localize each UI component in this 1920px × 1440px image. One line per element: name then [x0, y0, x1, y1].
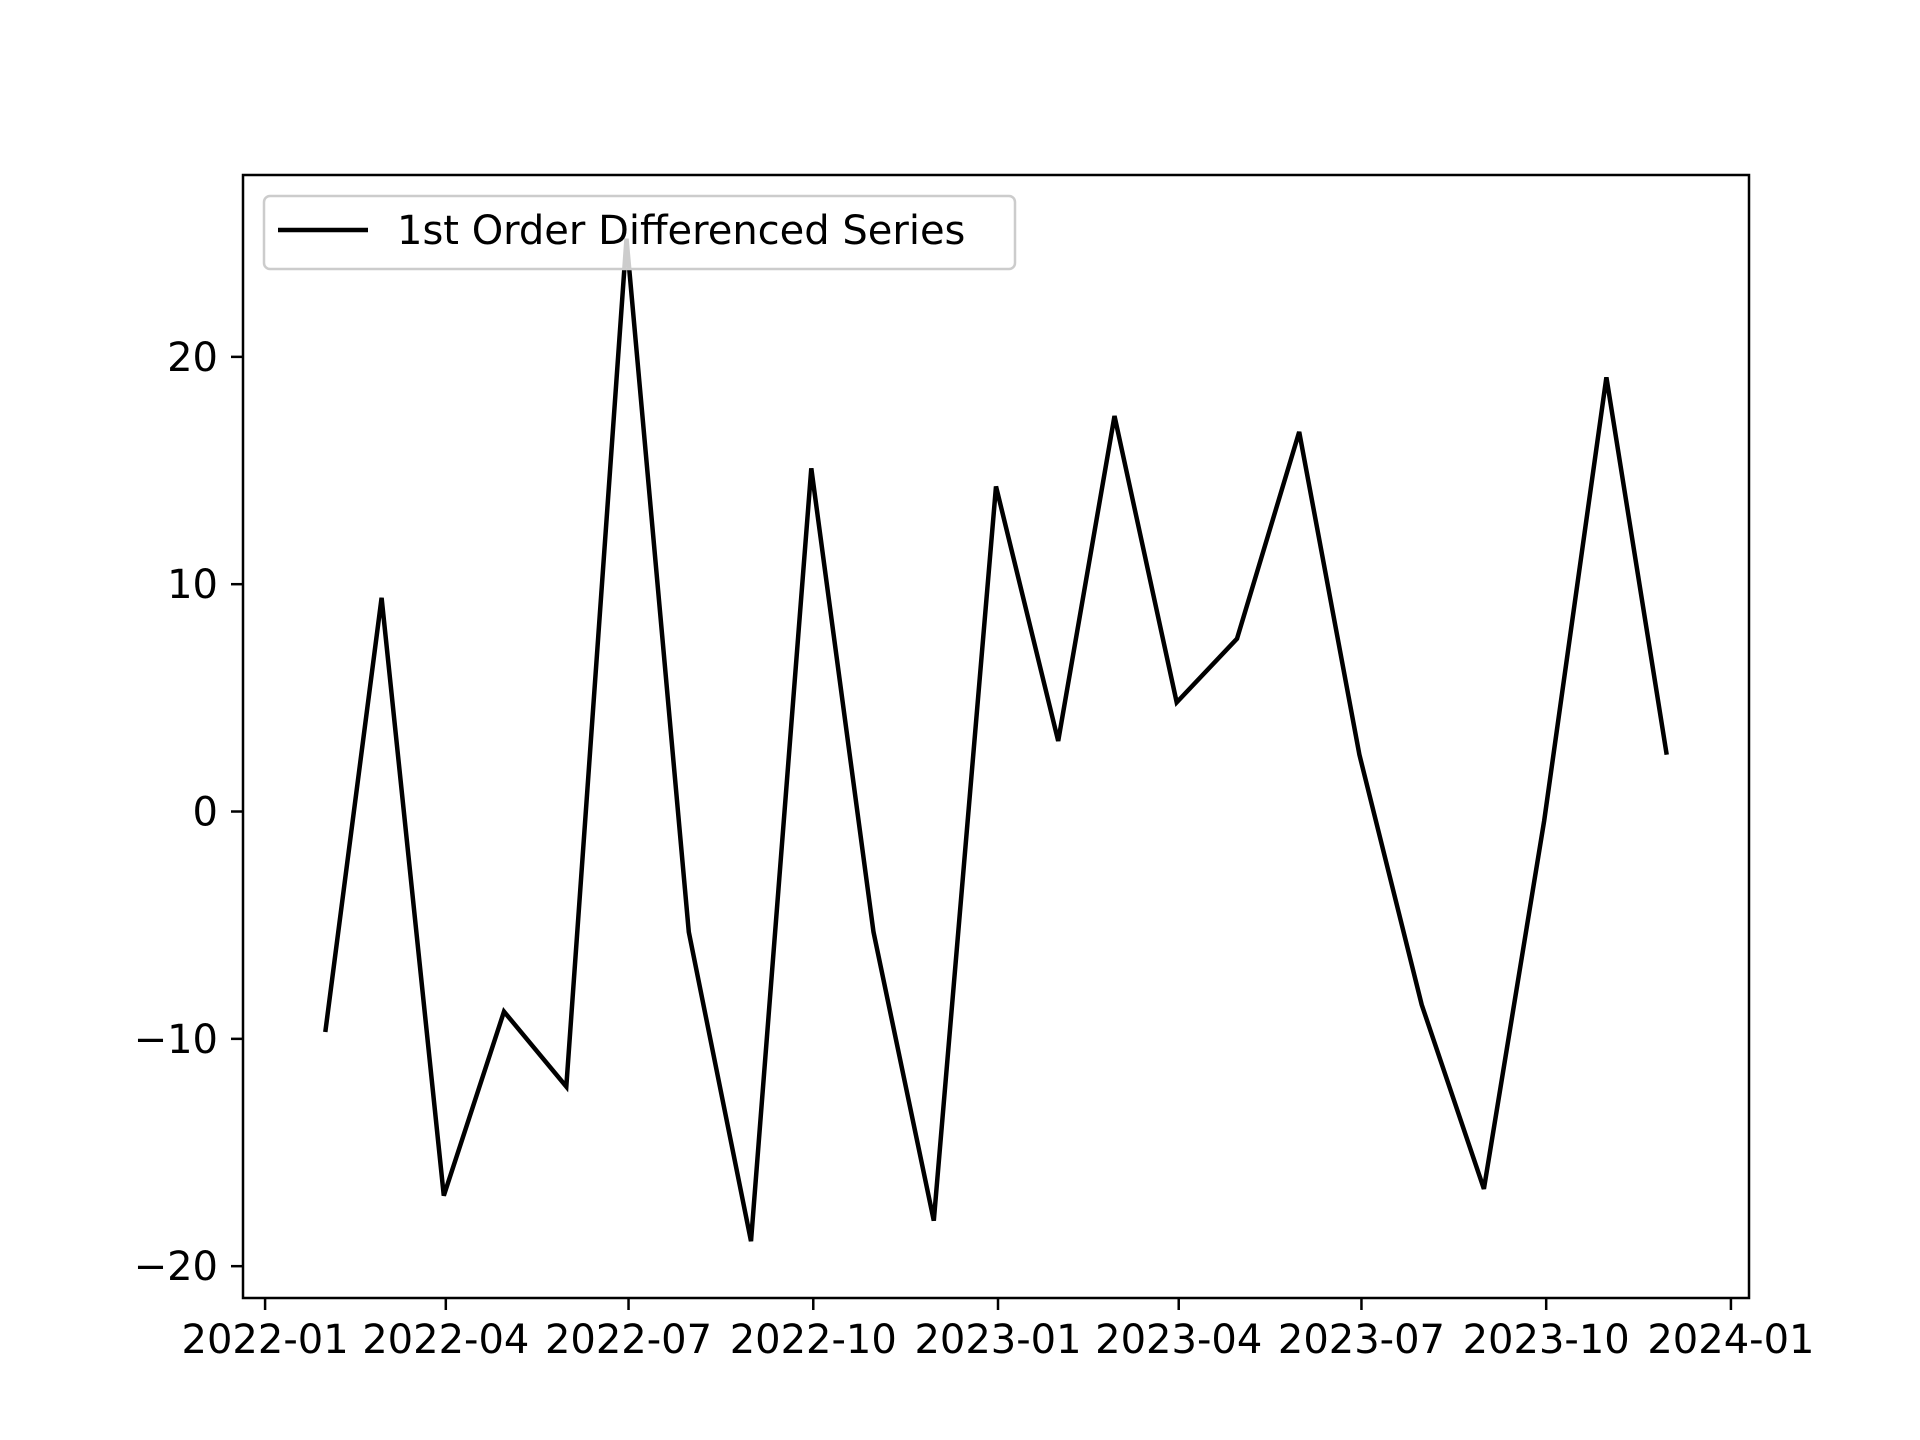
- x-tick-label-2: 2022-07: [545, 1317, 712, 1363]
- x-tick-label-7: 2023-10: [1463, 1317, 1630, 1363]
- x-tick-label-8: 2024-01: [1647, 1317, 1814, 1363]
- y-tick-label-4: 20: [167, 335, 218, 381]
- y-tick-label-1: −10: [134, 1017, 218, 1063]
- legend: 1st Order Differenced Series: [262, 194, 1017, 271]
- y-tick-label-3: 10: [167, 562, 218, 608]
- x-tick-label-0: 2022-01: [182, 1317, 349, 1363]
- legend-box: [262, 194, 1017, 271]
- x-tick-label-5: 2023-04: [1095, 1317, 1262, 1363]
- x-tick-label-6: 2023-07: [1278, 1317, 1445, 1363]
- x-tick-label-4: 2023-01: [914, 1317, 1081, 1363]
- axes-frame: [241, 173, 1751, 1300]
- x-tick-label-3: 2022-10: [730, 1317, 897, 1363]
- y-axis: −20 −10 0 10 20: [134, 335, 243, 1290]
- legend-label: 1st Order Differenced Series: [397, 208, 965, 254]
- plot-area: [243, 175, 1749, 1298]
- y-tick-label-2: 0: [193, 790, 218, 836]
- y-tick-label-0: −20: [134, 1244, 218, 1290]
- x-tick-label-1: 2022-04: [362, 1317, 529, 1363]
- x-axis: 2022-01 2022-04 2022-07 2022-10 2023-01 2023-…: [182, 1298, 1814, 1363]
